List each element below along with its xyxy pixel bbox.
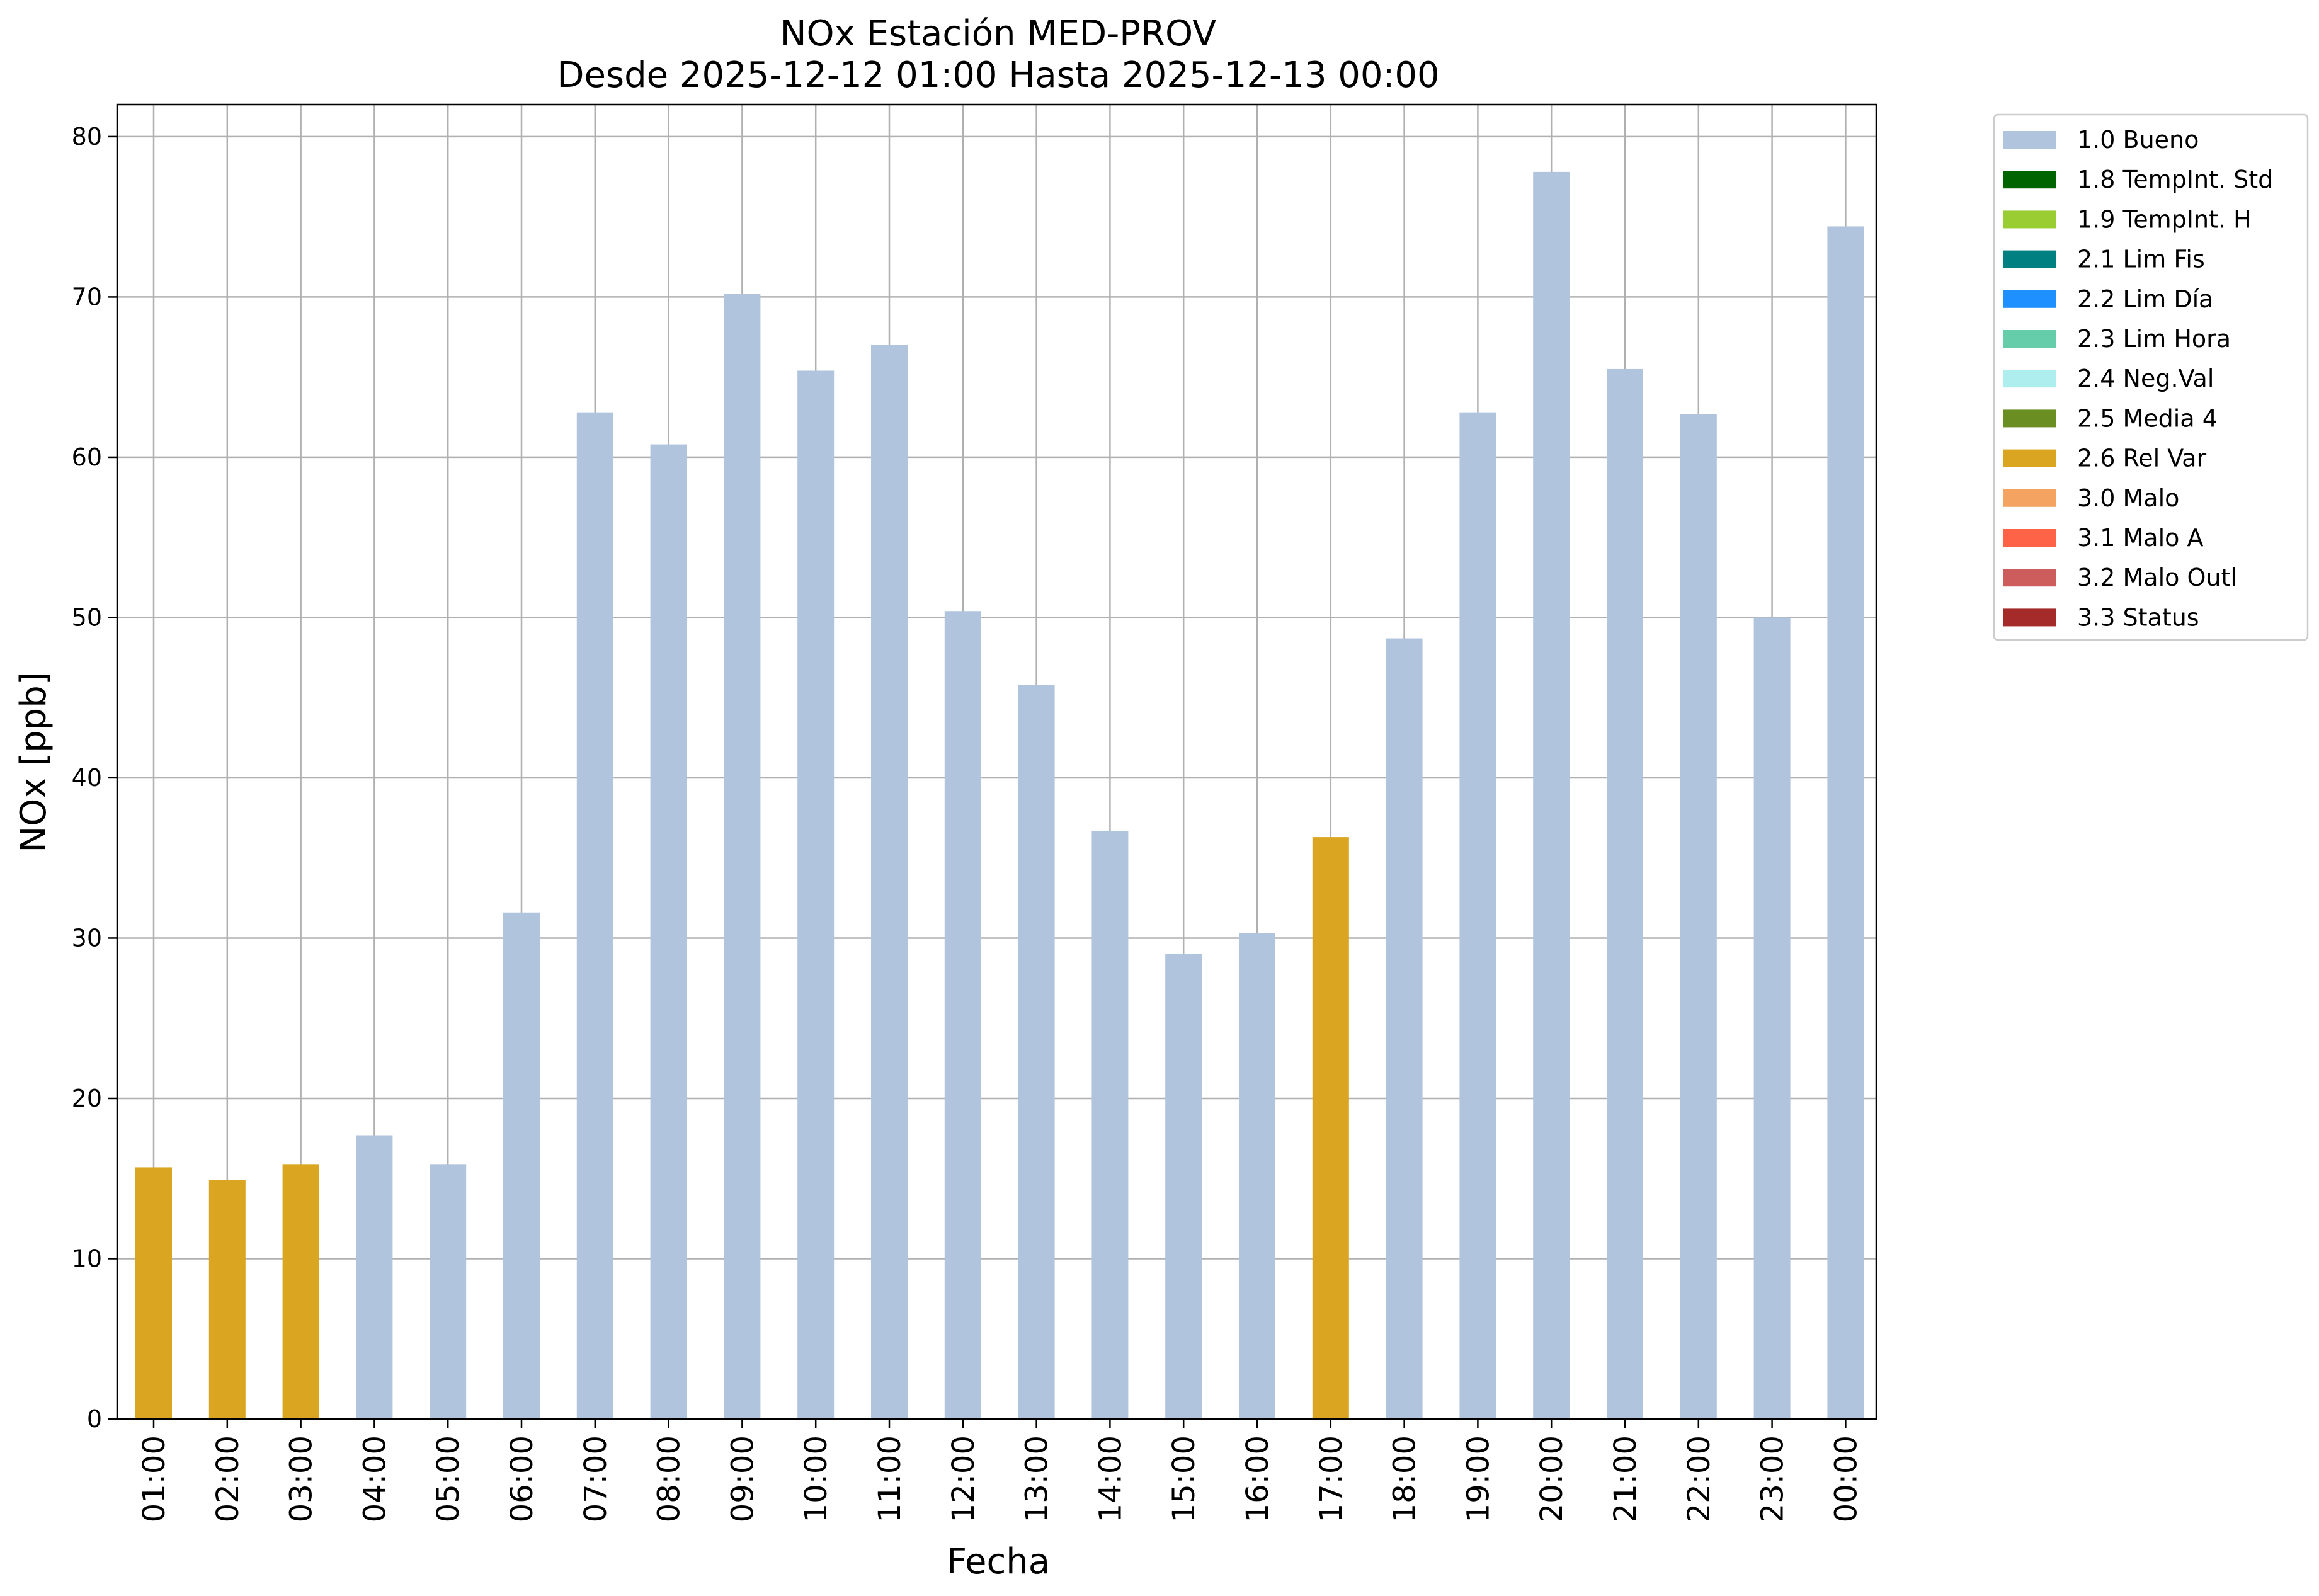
legend-swatch — [2003, 290, 2056, 308]
legend-label: 2.4 Neg.Val — [2077, 365, 2214, 392]
legend-swatch — [2003, 449, 2056, 467]
legend-swatch — [2003, 330, 2056, 348]
legend-swatch — [2003, 131, 2056, 149]
x-tick-label: 05:00 — [431, 1435, 466, 1522]
x-tick-label: 16:00 — [1240, 1435, 1275, 1522]
x-axis-label: Fecha — [947, 1541, 1050, 1582]
chart-subtitle: Desde 2025-12-12 01:00 Hasta 2025-12-13 … — [557, 55, 1439, 96]
legend-label: 2.5 Media 4 — [2077, 404, 2218, 432]
legend-swatch — [2003, 608, 2056, 627]
y-axis-ticks: 0 10 20 30 40 50 60 70 80 — [72, 123, 117, 1433]
x-tick-label: 17:00 — [1314, 1435, 1349, 1522]
bar — [1533, 171, 1570, 1419]
bar — [650, 444, 687, 1419]
bar — [797, 370, 835, 1419]
bar — [1312, 837, 1349, 1419]
legend-label: 2.6 Rel Var — [2077, 445, 2207, 472]
y-tick-label: 50 — [72, 603, 102, 631]
legend-swatch — [2003, 370, 2056, 388]
bar — [1753, 617, 1791, 1420]
bar — [1680, 414, 1717, 1420]
legend-swatch — [2003, 489, 2056, 507]
bar — [1239, 933, 1275, 1419]
bar — [135, 1167, 172, 1419]
bar — [1459, 412, 1496, 1420]
legend-frame — [1993, 113, 2309, 641]
legend-label: 3.2 Malo Outl — [2077, 564, 2237, 591]
legend-swatch — [2003, 409, 2056, 428]
legend-label: 2.2 Lim Día — [2077, 285, 2213, 313]
bar — [1018, 685, 1055, 1419]
legend-swatch — [2003, 210, 2056, 229]
x-axis-ticks: 01:00 02:00 03:00 04:00 05:00 06:00 07:00 08:00… — [137, 1419, 1864, 1522]
x-tick-label: 22:00 — [1682, 1435, 1717, 1522]
y-tick-label: 0 — [87, 1405, 102, 1433]
bar — [724, 294, 761, 1419]
x-tick-label: 19:00 — [1461, 1435, 1496, 1522]
bar — [430, 1164, 467, 1419]
x-tick-label: 20:00 — [1534, 1435, 1570, 1522]
x-tick-label: 01:00 — [137, 1435, 172, 1522]
bar — [1827, 226, 1864, 1420]
legend-swatch — [2003, 529, 2056, 547]
y-tick-label: 60 — [72, 443, 102, 471]
legend-label: 3.1 Malo A — [2077, 524, 2203, 552]
y-tick-label: 40 — [72, 764, 102, 792]
legend: 1.0 Bueno 1.8 TempInt. Std 1.9 TempInt. H 2… — [1993, 113, 2309, 641]
y-tick-label: 20 — [72, 1085, 102, 1112]
bar — [576, 412, 613, 1420]
x-tick-label: 15:00 — [1166, 1435, 1202, 1522]
y-tick-label: 10 — [72, 1245, 102, 1272]
x-tick-label: 02:00 — [210, 1435, 246, 1522]
legend-label: 1.8 TempInt. Std — [2077, 166, 2273, 193]
bar — [282, 1164, 319, 1419]
x-tick-label: 18:00 — [1387, 1435, 1423, 1522]
y-axis-label: NOx [ppb] — [13, 671, 54, 852]
x-tick-label: 13:00 — [1020, 1435, 1055, 1522]
x-tick-label: 04:00 — [357, 1435, 392, 1522]
chart-title: NOx Estación MED-PROV — [780, 13, 1217, 54]
legend-label: 2.1 Lim Fis — [2077, 246, 2205, 273]
y-tick-label: 70 — [72, 283, 102, 311]
bar — [1091, 830, 1129, 1419]
x-tick-label: 06:00 — [504, 1435, 540, 1522]
legend-label: 1.9 TempInt. H — [2077, 205, 2252, 233]
legend-swatch — [2003, 250, 2056, 268]
x-tick-label: 11:00 — [872, 1435, 908, 1522]
legend-label: 3.3 Status — [2077, 603, 2199, 631]
x-tick-label: 00:00 — [1828, 1435, 1864, 1522]
x-tick-label: 21:00 — [1608, 1435, 1643, 1522]
bar — [1386, 638, 1423, 1419]
x-tick-label: 03:00 — [284, 1435, 319, 1522]
x-tick-label: 08:00 — [652, 1435, 687, 1522]
bar — [1607, 368, 1643, 1420]
bar — [1165, 954, 1202, 1419]
x-tick-label: 09:00 — [725, 1435, 760, 1522]
x-tick-label: 14:00 — [1093, 1435, 1128, 1522]
bar — [503, 912, 540, 1419]
plot-area-frame — [116, 103, 1877, 1420]
legend-swatch — [2003, 171, 2056, 189]
legend-label: 3.0 Malo — [2077, 484, 2179, 512]
legend-label: 2.3 Lim Hora — [2077, 325, 2231, 353]
legend-swatch — [2003, 569, 2056, 587]
x-tick-label: 23:00 — [1755, 1435, 1791, 1522]
legend-label: 1.0 Bueno — [2077, 126, 2199, 154]
bar — [871, 345, 908, 1419]
y-tick-label: 30 — [72, 924, 102, 952]
x-tick-label: 10:00 — [799, 1435, 834, 1522]
bars — [135, 171, 1864, 1420]
bar — [944, 611, 981, 1419]
bar — [208, 1180, 246, 1419]
x-tick-label: 07:00 — [578, 1435, 613, 1522]
x-tick-label: 12:00 — [946, 1435, 981, 1522]
y-tick-label: 80 — [72, 123, 102, 151]
bar — [356, 1135, 393, 1419]
